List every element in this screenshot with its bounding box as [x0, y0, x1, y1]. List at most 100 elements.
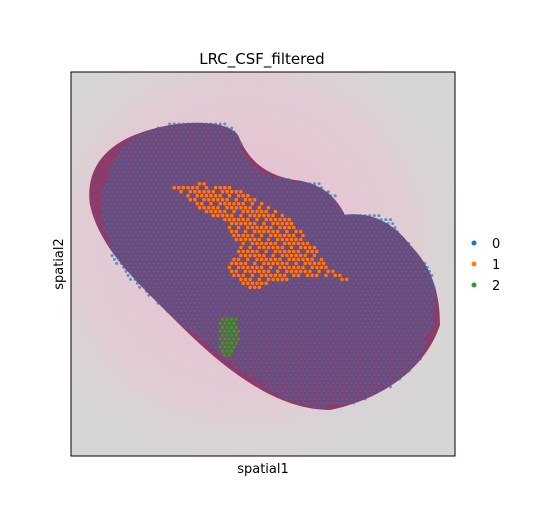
spot-cluster-0	[317, 182, 321, 186]
spot-cluster-0	[244, 357, 247, 361]
spot-cluster-0	[283, 337, 287, 341]
spot-cluster-0	[303, 285, 307, 289]
legend-marker-0	[471, 240, 477, 246]
spot-cluster-0	[198, 277, 201, 281]
spot-cluster-0	[204, 146, 208, 150]
spot-cluster-0	[340, 254, 344, 257]
spot-cluster-0	[363, 301, 367, 305]
spot-cluster-0	[273, 353, 277, 357]
spot-cluster-0	[145, 170, 149, 174]
spot-cluster-0	[365, 393, 369, 397]
spot-cluster-0	[290, 325, 293, 329]
spot-cluster-0	[269, 186, 273, 190]
spot-cluster-0	[225, 126, 229, 130]
spot-cluster-0	[175, 261, 178, 265]
spot-cluster-0	[115, 261, 119, 265]
spot-cluster-0	[345, 373, 349, 377]
spot-cluster-0	[386, 325, 390, 329]
spot-cluster-1	[275, 269, 280, 274]
spot-cluster-0	[336, 373, 339, 377]
spot-cluster-0	[301, 305, 305, 309]
spot-cluster-0	[322, 269, 326, 273]
spot-cluster-0	[395, 238, 399, 241]
spot-cluster-0	[379, 226, 383, 230]
spot-cluster-1	[259, 225, 264, 230]
spot-cluster-0	[257, 357, 261, 361]
spot-cluster-0	[101, 206, 105, 210]
spot-cluster-0	[338, 313, 342, 317]
spot-cluster-1	[250, 273, 255, 278]
spot-cluster-0	[303, 214, 307, 218]
spot-cluster-0	[306, 313, 310, 317]
spot-cluster-1	[285, 221, 289, 226]
spot-cluster-0	[117, 162, 121, 166]
spot-cluster-0	[140, 242, 144, 245]
spot-cluster-0	[108, 178, 112, 182]
spot-cluster-0	[248, 317, 252, 321]
spot-cluster-0	[352, 361, 356, 365]
spot-cluster-0	[285, 357, 289, 361]
spot-cluster-0	[273, 369, 277, 373]
spot-cluster-0	[423, 269, 427, 273]
spot-cluster-0	[313, 397, 316, 401]
spot-cluster-0	[276, 357, 280, 361]
spot-cluster-0	[377, 269, 381, 273]
spot-cluster-0	[156, 150, 160, 154]
spot-cluster-0	[156, 166, 160, 170]
spot-cluster-1	[252, 197, 257, 202]
spot-cluster-0	[299, 381, 303, 385]
spot-cluster-0	[361, 353, 365, 357]
spot-cluster-0	[428, 285, 431, 289]
spot-cluster-0	[411, 250, 415, 253]
spot-cluster-0	[313, 381, 316, 385]
spot-cluster-0	[368, 373, 372, 377]
spot-cluster-0	[204, 226, 208, 230]
spot-cluster-0	[386, 381, 390, 385]
spot-cluster-0	[338, 345, 342, 349]
spot-cluster-0	[232, 313, 236, 317]
spot-cluster-1	[280, 245, 285, 250]
spot-cluster-0	[359, 277, 362, 281]
spot-cluster-2	[225, 317, 229, 322]
spot-cluster-0	[317, 381, 321, 385]
spot-cluster-0	[398, 257, 402, 261]
spot-cluster-0	[345, 285, 349, 289]
spot-cluster-0	[262, 325, 266, 329]
spot-cluster-0	[359, 214, 362, 218]
spot-cluster-0	[165, 134, 169, 138]
spot-cluster-0	[145, 130, 149, 134]
spot-cluster-0	[204, 138, 208, 142]
spot-cluster-0	[271, 238, 275, 241]
spot-cluster-0	[379, 273, 383, 277]
spot-cluster-0	[119, 198, 123, 202]
spot-cluster-1	[262, 221, 266, 226]
spot-cluster-0	[347, 226, 351, 230]
spot-cluster-0	[329, 337, 333, 341]
spot-cluster-0	[253, 317, 257, 321]
spot-cluster-0	[345, 254, 349, 257]
spot-cluster-0	[131, 170, 135, 174]
spot-cluster-0	[186, 321, 190, 325]
spot-cluster-1	[243, 237, 248, 242]
spot-cluster-0	[223, 265, 227, 269]
spot-cluster-0	[301, 321, 305, 325]
spot-cluster-0	[117, 242, 121, 245]
spot-cluster-0	[313, 293, 316, 297]
spot-cluster-0	[324, 361, 328, 365]
spot-cluster-0	[110, 230, 114, 234]
spot-cluster-0	[253, 309, 257, 313]
spot-cluster-1	[275, 237, 280, 242]
spot-cluster-0	[329, 361, 333, 365]
spot-cluster-0	[345, 269, 349, 273]
spot-cluster-0	[223, 154, 227, 158]
spot-cluster-0	[315, 210, 319, 214]
spot-cluster-0	[317, 365, 321, 369]
spot-cluster-0	[317, 230, 321, 234]
spot-cluster-1	[315, 273, 319, 278]
spot-cluster-0	[402, 313, 406, 317]
spot-cluster-0	[319, 353, 323, 357]
spot-cluster-0	[225, 230, 229, 234]
spot-cluster-0	[149, 170, 153, 174]
spot-cluster-0	[165, 230, 169, 234]
spot-cluster-0	[161, 126, 165, 130]
